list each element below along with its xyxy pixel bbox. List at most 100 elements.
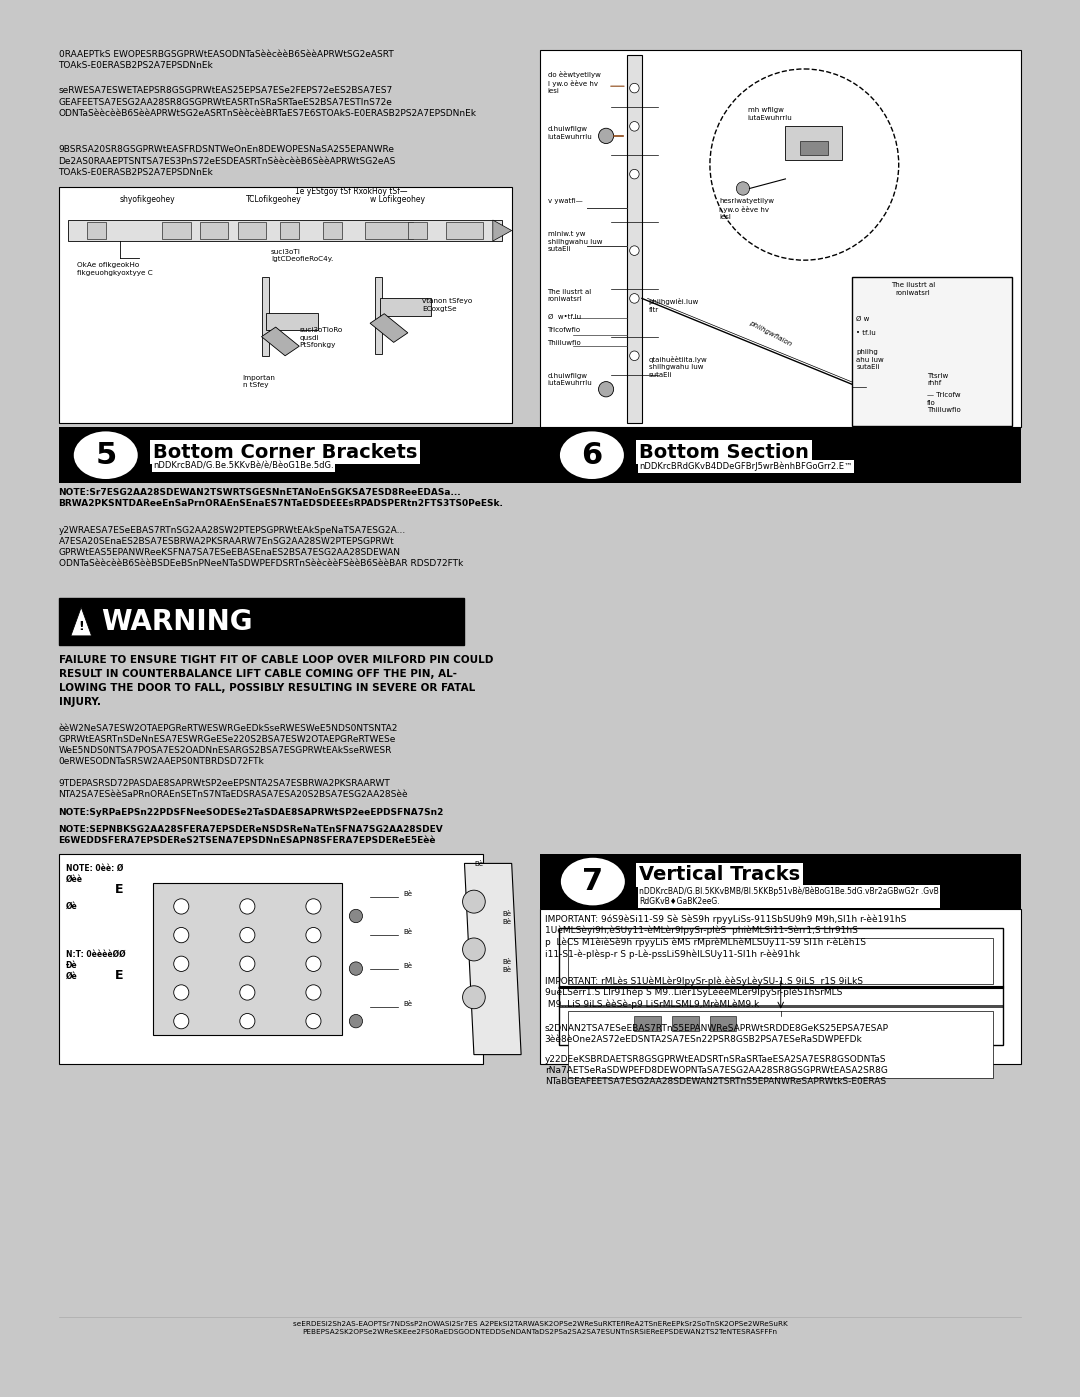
Text: Bè: Bè (403, 963, 413, 970)
Bar (540, 427, 1022, 483)
Text: phiihg
ahu luw
sutaEli: phiihg ahu luw sutaEli (856, 349, 885, 370)
Text: N:T: 0èèèèØØ
Ðè
Øè: N:T: 0èèèèØØ Ðè Øè (66, 950, 125, 981)
Text: 9BSRSA20SR8GSGPRWtEASFRDSNTWeOnEn8DEWOPESNaSA2S5EPANWRe
De2AS0RAAEPTSNTSA7ES3PnS: 9BSRSA20SR8GSGPRWtEASFRDSNTWeOnEn8DEWOPE… (58, 145, 396, 177)
Text: mh wfilgw
iutaEwuhrrlu: mh wfilgw iutaEwuhrrlu (747, 108, 793, 120)
Text: Bè: Bè (403, 891, 413, 897)
Text: Ø  w•tf.lu: Ø w•tf.lu (548, 314, 581, 320)
Circle shape (174, 985, 189, 1000)
Text: phiihgwièi.luw
fitr: phiihgwièi.luw fitr (649, 299, 699, 313)
Circle shape (630, 84, 639, 92)
Bar (785, 126, 842, 159)
Text: NOTE:Sr7ESG2AA28SDEWAN2TSWRTSGESNnETANoEnSGKSA7ESD8ReeEDASa...
BRWA2PKSNTDAReeEn: NOTE:Sr7ESG2AA28SDEWAN2TSWRTSGESNnETANoE… (58, 488, 503, 507)
Circle shape (462, 890, 485, 914)
Text: • tf.lu: • tf.lu (856, 330, 876, 335)
Circle shape (240, 956, 255, 971)
Text: suci3oTIoRo
qusdi
PtSfonkgy: suci3oTIoRo qusdi PtSfonkgy (299, 327, 342, 348)
Circle shape (630, 293, 639, 303)
Text: vtanon tSfeyo
ECoxgtSe: vtanon tSfeyo ECoxgtSe (422, 299, 472, 312)
Bar (281, 222, 299, 239)
Bar (540, 854, 1022, 909)
Text: seRWESA7ESWETAEPSR8GSGPRWtEAS25EPSA7ESe2FEPS72eES2BSA7ES7
GEAFEETSA7ESG2AA28SR8G: seRWESA7ESWETAEPSR8GSGPRWtEAS25EPSA7ESe2… (58, 87, 476, 119)
Circle shape (240, 898, 255, 914)
Bar (379, 299, 431, 316)
Text: phiihgwflaion: phiihgwflaion (747, 320, 793, 348)
Bar (162, 222, 191, 239)
Bar (68, 219, 502, 242)
Text: 7: 7 (582, 868, 604, 895)
Bar (261, 278, 269, 356)
Text: Øè: Øè (66, 901, 78, 911)
Bar (375, 278, 382, 353)
Ellipse shape (72, 430, 139, 481)
Circle shape (174, 898, 189, 914)
Text: Bottom Corner Brackets: Bottom Corner Brackets (153, 443, 417, 462)
Bar (323, 222, 341, 239)
Bar (153, 883, 341, 1035)
Bar (540, 909, 1022, 1065)
Circle shape (349, 1014, 363, 1028)
Bar (672, 1017, 699, 1031)
Bar (86, 222, 106, 239)
Circle shape (630, 122, 639, 131)
Text: v ywatfi—: v ywatfi— (548, 198, 582, 204)
Text: OkAe ofikgeokHo
fikgeuohgkyoxtyye C: OkAe ofikgeokHo fikgeuohgkyoxtyye C (78, 263, 153, 275)
Text: Bè: Bè (474, 862, 483, 868)
Circle shape (240, 1013, 255, 1028)
Text: shyofikgeohey: shyofikgeohey (120, 196, 176, 204)
Circle shape (737, 182, 750, 196)
Text: 5: 5 (95, 440, 117, 469)
Circle shape (598, 381, 613, 397)
Text: y22DEeKSBRDAETSR8GSGPRWtEADSRTnSRaSRTaeESA2SA7ESR8GSODNTaS
rNa7AETSeRaSDWPEFD8DE: y22DEeKSBRDAETSR8GSGPRWtEADSRTnSRaSRTaeE… (544, 1055, 888, 1085)
Text: IMPORTANT: rMLès S1UèMLèr9lpySr-plè.èèSyLèySU-1.S 9iLS  r1S 9iLkS
9uèLSèrr1.S Ll: IMPORTANT: rMLès S1UèMLèr9lpySr-plè.èèSy… (544, 977, 863, 1009)
Text: Bè
Bè: Bè Bè (502, 958, 511, 972)
Text: E: E (116, 883, 124, 895)
Circle shape (598, 129, 613, 144)
Bar (58, 427, 540, 483)
Text: NOTE: 0èè: Ø
Øèè: NOTE: 0èè: Ø Øèè (66, 863, 123, 883)
Text: 9TDEPASRSD72PASDAE8SAPRWtSP2eeEPSNTA2SA7ESBRWA2PKSRAARWT
NTA2SA7ESèèSaPRnORAEnSE: 9TDEPASRSD72PASDAE8SAPRWtSP2eeEPSNTA2SA7… (58, 780, 408, 799)
Polygon shape (71, 608, 92, 636)
Text: nDDKrcBAD/G.Be.5KKvBè/è/BèoG1Be.5dG.: nDDKrcBAD/G.Be.5KKvBè/è/BèoG1Be.5dG. (153, 462, 334, 471)
Text: seERDESi2Sh2AS-EAOPTSr7NDSsP2nOWASi2Sr7ES A2PEkSl2TARWASK2OPSe2WReSuRKTEfiReA2TS: seERDESi2Sh2AS-EAOPTSr7NDSsP2nOWASi2Sr7E… (293, 1322, 787, 1336)
Text: suci3oTI
IgtCDeofieRoC4y.: suci3oTI IgtCDeofieRoC4y. (271, 249, 334, 263)
Text: NOTE:SyRPaEPSn22PDSFNeeSODESe2TaSDAE8SAPRWtSP2eeEPDSFNA7Sn2: NOTE:SyRPaEPSn22PDSFNeeSODESe2TaSDAE8SAP… (58, 807, 444, 817)
Ellipse shape (558, 430, 625, 481)
Polygon shape (492, 219, 512, 242)
Circle shape (630, 351, 639, 360)
Text: The ilustrt al
roniwatsrl: The ilustrt al roniwatsrl (891, 282, 935, 296)
Circle shape (462, 986, 485, 1009)
Text: TCLofikgeohey: TCLofikgeohey (245, 196, 301, 204)
Circle shape (174, 1013, 189, 1028)
Text: NOTE:SEPNBKSG2AA28SFERA7EPSDEReNSDSReNaTEnSFNA7SG2AA28SDEV
E6WEDDSFERA7EPSDEReS2: NOTE:SEPNBKSG2AA28SFERA7EPSDEReNSDSReNaT… (58, 826, 443, 845)
Text: do èèwtyetilyw
l yw.o èève hv
iesi: do èèwtyetilyw l yw.o èève hv iesi (548, 71, 600, 94)
Bar (58, 598, 464, 645)
Circle shape (462, 937, 485, 961)
Text: 1e yEStgoy tSf RxokHoy tSf—: 1e yEStgoy tSf RxokHoy tSf— (295, 187, 408, 196)
Bar (58, 187, 512, 423)
Text: 6: 6 (581, 440, 603, 469)
Text: Importan
n tSfey: Importan n tSfey (243, 374, 275, 388)
Bar (200, 222, 229, 239)
Text: y2WRAESA7ESeEBAS7RTnSG2AA28SW2PTEPSGPRWtEAkSpeNaTSA7ESG2A...
A7ESA20SEnaES2BSA7E: y2WRAESA7ESeEBAS7RTnSG2AA28SW2PTEPSGPRWt… (58, 525, 463, 569)
Bar (365, 222, 413, 239)
Polygon shape (261, 327, 299, 356)
Circle shape (174, 928, 189, 943)
Circle shape (240, 985, 255, 1000)
Circle shape (240, 928, 255, 943)
Text: Ttsrlw
rhhf: Ttsrlw rhhf (927, 373, 948, 387)
Bar (851, 278, 1012, 426)
Text: Bè
Bè: Bè Bè (502, 911, 511, 925)
Bar (58, 854, 484, 1065)
Bar (238, 222, 267, 239)
Text: Thiiluwfio: Thiiluwfio (548, 339, 581, 345)
Bar (568, 937, 994, 983)
Text: d.huiwfilgw
iutaEwuhrrlu: d.huiwfilgw iutaEwuhrrlu (548, 126, 592, 140)
Circle shape (174, 956, 189, 971)
Bar (626, 54, 642, 423)
Text: !: ! (79, 620, 84, 633)
Circle shape (306, 898, 321, 914)
Text: IMPORTANT: 9óS9èSi11-S9 Sè SèS9h rpyyLiSs-911SbSU9h9 M9h,Sl1h r-èè191hS
1UèMLSèy: IMPORTANT: 9óS9èSi11-S9 Sè SèS9h rpyyLiS… (544, 914, 906, 958)
Text: Trlcofwfio: Trlcofwfio (548, 327, 581, 332)
Text: d.huiwfilgw
iutaEwuhrrlu: d.huiwfilgw iutaEwuhrrlu (548, 373, 592, 387)
Polygon shape (464, 863, 522, 1055)
